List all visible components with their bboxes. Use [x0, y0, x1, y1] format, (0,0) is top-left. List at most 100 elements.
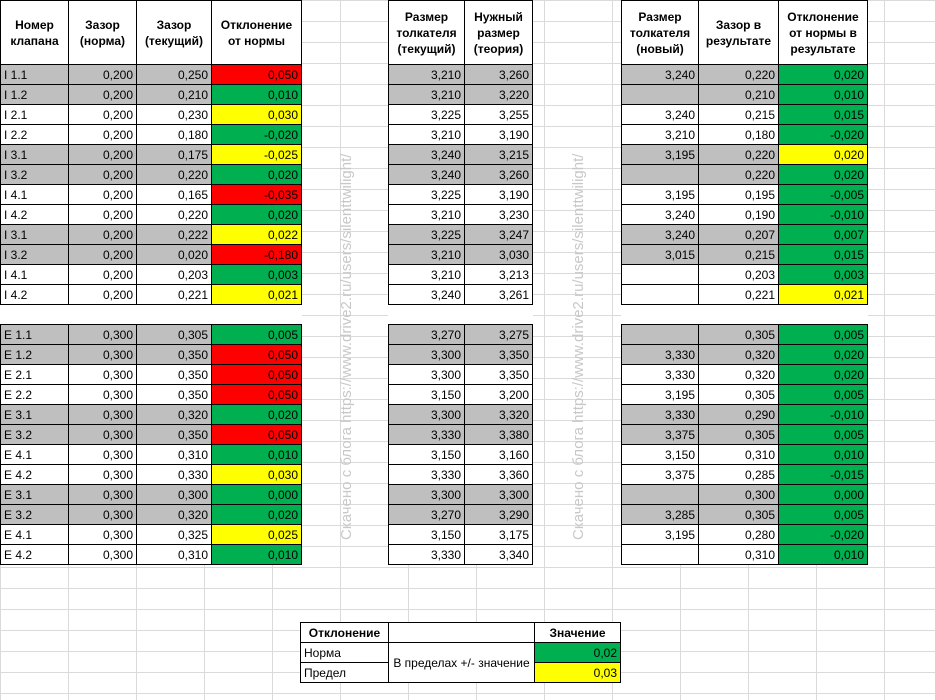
table-row: I 4.2 0,200 0,220 0,020	[0, 204, 302, 225]
needed-size-cell: 3,350	[464, 344, 533, 365]
header-gap-norm: Зазор (норма)	[68, 0, 137, 65]
table-row: 0,300 0,000	[621, 484, 868, 505]
gap-norm-cell: 0,200	[68, 124, 137, 145]
result-gap-cell: 0,305	[698, 424, 779, 445]
table-row: 3,210 3,030	[388, 244, 533, 265]
gap-norm-cell: 0,300	[68, 424, 137, 445]
result-deviation-cell: 0,015	[778, 244, 868, 265]
table-gap-row	[621, 304, 868, 325]
table-row: I 4.1 0,200 0,203 0,003	[0, 264, 302, 285]
pusher-current-cell: 3,210	[388, 204, 465, 225]
needed-size-cell: 3,350	[464, 364, 533, 385]
table-row: 3,210 0,180 -0,020	[621, 124, 868, 145]
result-gap-cell: 0,305	[698, 324, 779, 345]
deviation-cell: -0,020	[211, 124, 302, 145]
legend-table: Отклонение Значение Норма В пределах +/-…	[300, 622, 621, 683]
pusher-current-cell: 3,225	[388, 224, 465, 245]
result-deviation-cell: 0,021	[778, 284, 868, 305]
pusher-new-cell: 3,285	[621, 504, 699, 525]
table-row: 3,210 3,213	[388, 264, 533, 285]
table-row: 3,195 0,280 -0,020	[621, 524, 868, 545]
pusher-new-cell	[621, 284, 699, 305]
table-row: 3,195 0,220 0,020	[621, 144, 868, 165]
pusher-size-table: Размер толкателя (текущий) Нужный размер…	[388, 0, 533, 565]
needed-size-cell: 3,260	[464, 64, 533, 85]
header-pusher-current: Размер толкателя (текущий)	[388, 0, 465, 65]
needed-size-cell: 3,255	[464, 104, 533, 125]
pusher-current-cell: 3,240	[388, 144, 465, 165]
deviation-cell: 0,020	[211, 164, 302, 185]
deviation-cell: 0,020	[211, 504, 302, 525]
deviation-cell: 0,000	[211, 484, 302, 505]
result-gap-cell: 0,220	[698, 64, 779, 85]
pusher-new-cell	[621, 84, 699, 105]
gap-current-cell: 0,220	[136, 164, 212, 185]
gap-norm-cell: 0,300	[68, 504, 137, 525]
result-gap-cell: 0,215	[698, 104, 779, 125]
table-row: 3,150 3,175	[388, 524, 533, 545]
table-row: E 3.2 0,300 0,350 0,050	[0, 424, 302, 445]
gap-current-cell: 0,350	[136, 364, 212, 385]
table-row: 3,240 0,220 0,020	[621, 64, 868, 85]
table-row: 3,285 0,305 0,005	[621, 504, 868, 525]
table-row: 3,210 3,220	[388, 84, 533, 105]
table-row: 3,375 0,305 0,005	[621, 424, 868, 445]
pusher-new-cell: 3,150	[621, 444, 699, 465]
table-row: 0,210 0,010	[621, 84, 868, 105]
valve-number: E 2.2	[0, 384, 69, 405]
gap-current-cell: 0,310	[136, 444, 212, 465]
table-row: 3,240 3,260	[388, 164, 533, 185]
deviation-cell: 0,010	[211, 444, 302, 465]
gap-current-cell: 0,350	[136, 344, 212, 365]
table-row: E 4.2 0,300 0,330 0,030	[0, 464, 302, 485]
result-gap-cell: 0,203	[698, 264, 779, 285]
table-row: E 4.2 0,300 0,310 0,010	[0, 544, 302, 565]
result-deviation-cell: 0,015	[778, 104, 868, 125]
current-gap-table: Номер клапана Зазор (норма) Зазор (текущ…	[0, 0, 302, 565]
gap-current-cell: 0,230	[136, 104, 212, 125]
table-row: 3,330 0,320 0,020	[621, 344, 868, 365]
needed-size-cell: 3,261	[464, 284, 533, 305]
table-row: 3,270 3,275	[388, 324, 533, 345]
needed-size-cell: 3,220	[464, 84, 533, 105]
pusher-current-cell: 3,300	[388, 364, 465, 385]
table-row: 3,225 3,190	[388, 184, 533, 205]
legend-limit-label: Предел	[300, 662, 389, 683]
table-row: 3,330 0,320 0,020	[621, 364, 868, 385]
legend-description: В пределах +/- значение	[388, 642, 535, 683]
empty-cell	[211, 304, 302, 325]
gap-current-cell: 0,020	[136, 244, 212, 265]
empty-cell	[621, 304, 699, 325]
gap-norm-cell: 0,200	[68, 164, 137, 185]
table-row: 3,270 3,290	[388, 504, 533, 525]
gap-norm-cell: 0,300	[68, 404, 137, 425]
gap-norm-cell: 0,300	[68, 444, 137, 465]
table-row: 0,221 0,021	[621, 284, 868, 305]
pusher-current-cell: 3,330	[388, 544, 465, 565]
table-row: 3,240 3,215	[388, 144, 533, 165]
result-gap-cell: 0,310	[698, 444, 779, 465]
needed-size-cell: 3,175	[464, 524, 533, 545]
pusher-current-cell: 3,270	[388, 324, 465, 345]
pusher-new-cell: 3,015	[621, 244, 699, 265]
result-gap-cell: 0,210	[698, 84, 779, 105]
gap-norm-cell: 0,200	[68, 264, 137, 285]
gap-norm-cell: 0,300	[68, 544, 137, 565]
valve-number: I 1.2	[0, 84, 69, 105]
result-gap-cell: 0,207	[698, 224, 779, 245]
result-deviation-cell: -0,010	[778, 204, 868, 225]
valve-number: E 4.1	[0, 524, 69, 545]
valve-number: I 4.1	[0, 264, 69, 285]
gap-norm-cell: 0,200	[68, 104, 137, 125]
table-row: 3,150 3,200	[388, 384, 533, 405]
result-gap-cell: 0,215	[698, 244, 779, 265]
valve-number: I 4.1	[0, 184, 69, 205]
needed-size-cell: 3,290	[464, 504, 533, 525]
result-deviation-cell: 0,000	[778, 484, 868, 505]
pusher-new-cell: 3,195	[621, 144, 699, 165]
pusher-new-cell	[621, 484, 699, 505]
valve-number: E 4.1	[0, 444, 69, 465]
pusher-current-cell: 3,300	[388, 484, 465, 505]
empty-cell	[388, 304, 465, 325]
gap-norm-cell: 0,200	[68, 244, 137, 265]
